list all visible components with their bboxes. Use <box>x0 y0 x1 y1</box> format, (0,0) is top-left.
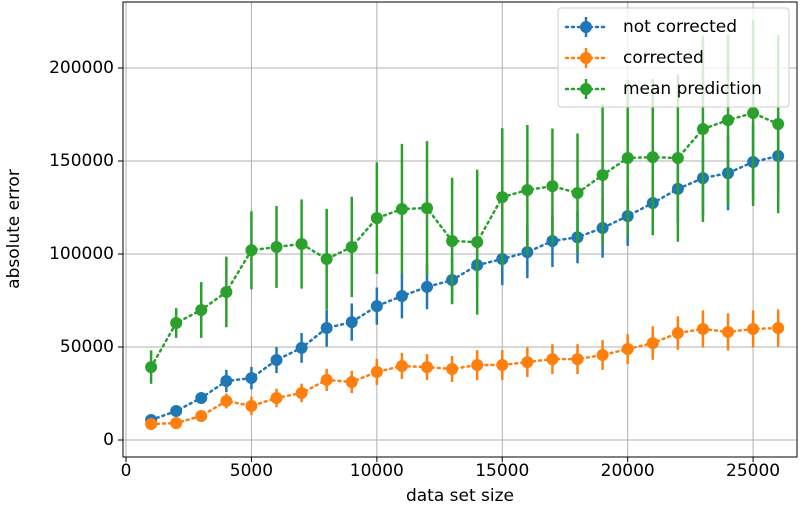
data-point <box>270 354 283 367</box>
x-axis-label: data set size <box>406 486 514 506</box>
data-point <box>195 303 208 316</box>
data-point <box>370 300 383 313</box>
legend-label: not corrected <box>623 17 737 37</box>
data-point <box>747 322 760 335</box>
y-tick-label: 0 <box>103 430 114 450</box>
data-point <box>421 361 434 374</box>
series-line <box>149 111 780 369</box>
legend: not corrected corrected mean prediction <box>557 7 790 108</box>
legend-marker <box>580 52 592 64</box>
y-axis-label: absolute error <box>4 169 24 289</box>
data-point <box>446 362 459 375</box>
data-point <box>170 317 183 330</box>
data-point <box>496 191 509 204</box>
data-point <box>772 322 785 335</box>
data-point <box>395 203 408 216</box>
data-point <box>471 359 484 372</box>
legend-marker <box>580 83 592 95</box>
data-point <box>395 290 408 303</box>
data-point <box>170 404 183 417</box>
data-point <box>772 118 785 131</box>
data-point <box>671 152 684 165</box>
data-point <box>546 353 559 366</box>
legend-marker <box>580 21 592 33</box>
data-point <box>295 237 308 250</box>
data-point <box>646 337 659 350</box>
legend-label: mean prediction <box>623 79 762 99</box>
data-point <box>345 375 358 388</box>
data-point <box>320 322 333 335</box>
data-point <box>696 322 709 335</box>
data-point <box>195 410 208 423</box>
data-point <box>646 151 659 164</box>
data-point <box>521 356 534 369</box>
data-point <box>621 343 634 356</box>
data-point <box>370 365 383 378</box>
y-tick-label: 50000 <box>60 337 114 357</box>
data-point <box>320 253 333 266</box>
data-point <box>245 399 258 412</box>
data-point <box>446 234 459 247</box>
data-point <box>220 375 233 388</box>
x-tick-label: 25000 <box>726 461 780 481</box>
legend-label: corrected <box>623 48 704 68</box>
data-point <box>471 236 484 249</box>
data-point <box>395 359 408 372</box>
data-point <box>320 373 333 386</box>
data-point <box>571 187 584 200</box>
data-point <box>170 417 183 430</box>
x-tick-label: 15000 <box>475 461 529 481</box>
data-point <box>722 114 735 127</box>
data-point <box>747 107 760 120</box>
data-point <box>421 280 434 293</box>
data-point <box>220 285 233 298</box>
y-tick-label: 100000 <box>49 244 114 264</box>
data-point <box>245 244 258 257</box>
y-tick-label: 150000 <box>49 151 114 171</box>
data-point <box>671 327 684 340</box>
data-point <box>245 372 258 385</box>
data-point <box>571 353 584 366</box>
data-point <box>546 180 559 193</box>
data-point <box>295 341 308 354</box>
data-point <box>596 349 609 362</box>
data-point <box>295 386 308 399</box>
plot-frame <box>122 1 798 458</box>
y-tick-label: 200000 <box>49 58 114 78</box>
data-point <box>145 418 158 431</box>
data-point <box>596 168 609 181</box>
x-tick-label: 0 <box>121 461 132 481</box>
data-point <box>220 394 233 407</box>
data-point <box>370 212 383 225</box>
data-point <box>345 240 358 253</box>
data-point <box>521 184 534 197</box>
data-point <box>145 361 158 374</box>
data-point <box>270 240 283 253</box>
data-point <box>270 391 283 404</box>
data-point <box>345 316 358 329</box>
x-tick-label: 5000 <box>230 461 273 481</box>
data-point <box>621 152 634 165</box>
data-point <box>722 325 735 338</box>
data-point <box>421 202 434 215</box>
series-line <box>149 154 780 422</box>
data-point <box>195 391 208 404</box>
data-point <box>496 359 509 372</box>
x-tick-label: 20000 <box>601 461 655 481</box>
data-point <box>696 123 709 136</box>
legend-box <box>557 7 790 108</box>
x-tick-label: 10000 <box>350 461 404 481</box>
series-line <box>149 326 780 426</box>
